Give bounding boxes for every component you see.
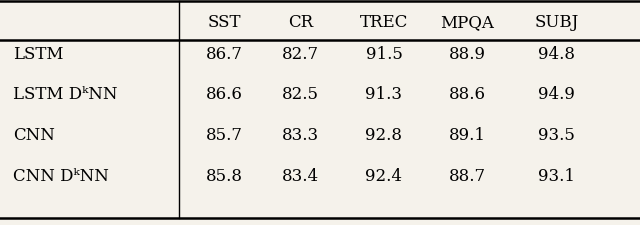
Text: 91.3: 91.3: [365, 86, 403, 103]
Text: 83.4: 83.4: [282, 167, 319, 184]
Text: 88.6: 88.6: [449, 86, 486, 103]
Text: 88.7: 88.7: [449, 167, 486, 184]
Text: CNN: CNN: [13, 126, 54, 144]
Text: 89.1: 89.1: [449, 126, 486, 144]
Text: 88.9: 88.9: [449, 45, 486, 63]
Text: 93.1: 93.1: [538, 167, 575, 184]
Text: 92.8: 92.8: [365, 126, 403, 144]
Text: 85.7: 85.7: [205, 126, 243, 144]
Text: 85.8: 85.8: [205, 167, 243, 184]
Text: 82.5: 82.5: [282, 86, 319, 103]
Text: 86.7: 86.7: [205, 45, 243, 63]
Text: CNN DᵏNN: CNN DᵏNN: [13, 167, 109, 184]
Text: SUBJ: SUBJ: [534, 14, 579, 31]
Text: 83.3: 83.3: [282, 126, 319, 144]
Text: 82.7: 82.7: [282, 45, 319, 63]
Text: 86.6: 86.6: [205, 86, 243, 103]
Text: TREC: TREC: [360, 14, 408, 31]
Text: LSTM: LSTM: [13, 45, 63, 63]
Text: CR: CR: [288, 14, 314, 31]
Text: 94.9: 94.9: [538, 86, 575, 103]
Text: 91.5: 91.5: [365, 45, 403, 63]
Text: 93.5: 93.5: [538, 126, 575, 144]
Text: LSTM DᵏNN: LSTM DᵏNN: [13, 86, 117, 103]
Text: MPQA: MPQA: [440, 14, 494, 31]
Text: SST: SST: [207, 14, 241, 31]
Text: 94.8: 94.8: [538, 45, 575, 63]
Text: 92.4: 92.4: [365, 167, 403, 184]
